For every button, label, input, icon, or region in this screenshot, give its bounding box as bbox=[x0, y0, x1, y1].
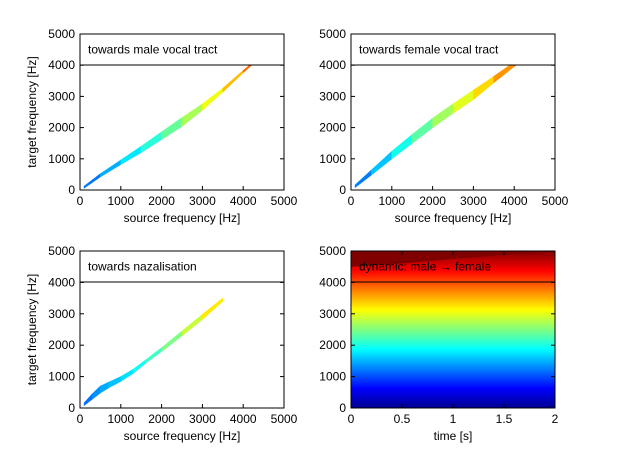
y-tick-label: 5000 bbox=[48, 27, 75, 41]
annotation-box bbox=[350, 250, 556, 283]
y-tick-label: 4000 bbox=[48, 275, 75, 289]
x-tick-label: 1000 bbox=[107, 412, 134, 426]
mapping-band-segment bbox=[108, 376, 122, 389]
annotation-box bbox=[350, 33, 556, 66]
mapping-band-segment bbox=[100, 159, 122, 178]
y-tick-label: 1000 bbox=[48, 152, 75, 166]
mapping-band-segment bbox=[140, 131, 162, 154]
annotation-text: dynamic: male → female bbox=[359, 260, 491, 274]
mapping-band-segment bbox=[181, 313, 203, 337]
y-tick-label: 2000 bbox=[48, 338, 75, 352]
y-tick-label: 2000 bbox=[48, 121, 75, 135]
x-tick-label: 4000 bbox=[230, 194, 257, 208]
y-tick-label: 3000 bbox=[48, 307, 75, 321]
x-axis-label: source frequency [Hz] bbox=[124, 211, 241, 225]
mapping-band-segment bbox=[83, 393, 93, 407]
annotation-text: towards male vocal tract bbox=[88, 43, 218, 57]
y-tick-label: 1000 bbox=[319, 152, 346, 166]
x-tick-label: 3000 bbox=[460, 194, 487, 208]
mapping-band-segment bbox=[161, 117, 183, 141]
mapping-band-segment bbox=[473, 75, 495, 101]
x-tick-label: 2000 bbox=[148, 412, 175, 426]
mapping-band-segment bbox=[181, 103, 203, 127]
x-tick-label: 2 bbox=[552, 412, 559, 426]
x-tick-label: 1.5 bbox=[496, 412, 513, 426]
y-tick-label: 3000 bbox=[48, 89, 75, 103]
y-axis-label: target frequency [Hz] bbox=[25, 274, 39, 385]
y-tick-label: 0 bbox=[339, 183, 346, 197]
y-tick-label: 2000 bbox=[319, 121, 346, 135]
mapping-band-segment bbox=[100, 381, 109, 394]
y-tick-label: 3000 bbox=[319, 307, 346, 321]
x-tick-label: 3000 bbox=[189, 194, 216, 208]
mapping-band-segment bbox=[91, 385, 101, 400]
x-tick-label: 0.5 bbox=[394, 412, 411, 426]
x-tick-label: 1 bbox=[450, 412, 457, 426]
x-tick-label: 0 bbox=[77, 194, 84, 208]
x-tick-label: 5000 bbox=[271, 412, 298, 426]
mapping-band-segment bbox=[432, 103, 454, 129]
subplot-4: 0 0.5 1 1.5 2 0 1000 2000 3000 4000 5000 time [s] dy… bbox=[319, 244, 558, 443]
x-tick-label: 4000 bbox=[230, 412, 257, 426]
y-tick-label: 0 bbox=[339, 401, 346, 415]
y-tick-label: 4000 bbox=[319, 275, 346, 289]
x-tick-label: 2000 bbox=[148, 194, 175, 208]
subplot-3: 0 1000 2000 3000 4000 5000 0 1000 2000 3000 4000 50… bbox=[25, 244, 298, 443]
y-tick-label: 5000 bbox=[319, 244, 346, 258]
subplot-2: 0 1000 2000 3000 4000 5000 0 1000 2000 3000 4000 50… bbox=[319, 27, 568, 225]
x-tick-label: 0 bbox=[348, 412, 355, 426]
x-tick-label: 4000 bbox=[501, 194, 528, 208]
mapping-band-segment bbox=[452, 89, 474, 114]
x-tick-label: 0 bbox=[77, 412, 84, 426]
annotation-text: towards nazalisation bbox=[88, 260, 197, 274]
x-tick-label: 0 bbox=[348, 194, 355, 208]
mapping-band-segment bbox=[161, 330, 183, 353]
mapping-band-segment bbox=[120, 145, 142, 165]
y-tick-label: 2000 bbox=[319, 338, 346, 352]
mapping-band-segment bbox=[411, 117, 433, 144]
y-tick-label: 3000 bbox=[319, 89, 346, 103]
y-tick-label: 0 bbox=[68, 183, 75, 197]
y-tick-label: 0 bbox=[68, 401, 75, 415]
annotation-box bbox=[79, 250, 285, 283]
mapping-band-segment bbox=[371, 150, 393, 176]
annotation-text: towards female vocal tract bbox=[359, 43, 499, 57]
y-tick-label: 4000 bbox=[48, 58, 75, 72]
mapping-band-segment bbox=[202, 297, 224, 321]
mapping-band-segment bbox=[132, 359, 146, 375]
mapping-band-segment bbox=[120, 368, 134, 382]
heatmap-field bbox=[351, 251, 555, 408]
x-tick-label: 5000 bbox=[271, 194, 298, 208]
mapping-band-segment bbox=[83, 173, 101, 189]
y-tick-label: 1000 bbox=[319, 370, 346, 384]
mapping-band-segment bbox=[354, 169, 372, 189]
mapping-band-segment bbox=[202, 87, 224, 111]
x-tick-label: 1000 bbox=[378, 194, 405, 208]
mapping-band-segment bbox=[391, 133, 413, 160]
y-tick-label: 5000 bbox=[48, 244, 75, 258]
x-axis-label: time [s] bbox=[434, 429, 473, 443]
y-tick-label: 5000 bbox=[319, 27, 346, 41]
x-tick-label: 2000 bbox=[419, 194, 446, 208]
mapping-band-segment bbox=[144, 347, 162, 365]
y-tick-label: 4000 bbox=[319, 58, 346, 72]
y-tick-label: 1000 bbox=[48, 370, 75, 384]
y-axis-label: target frequency [Hz] bbox=[25, 56, 39, 167]
annotation-box bbox=[79, 33, 285, 66]
x-tick-label: 1000 bbox=[107, 194, 134, 208]
x-axis-label: source frequency [Hz] bbox=[124, 429, 241, 443]
x-tick-label: 5000 bbox=[542, 194, 569, 208]
x-tick-label: 3000 bbox=[189, 412, 216, 426]
x-axis-label: source frequency [Hz] bbox=[395, 211, 512, 225]
mapping-band-segment bbox=[222, 69, 244, 93]
subplot-1: 0 1000 2000 3000 4000 5000 0 1000 2000 3000 4000 50… bbox=[25, 27, 298, 225]
